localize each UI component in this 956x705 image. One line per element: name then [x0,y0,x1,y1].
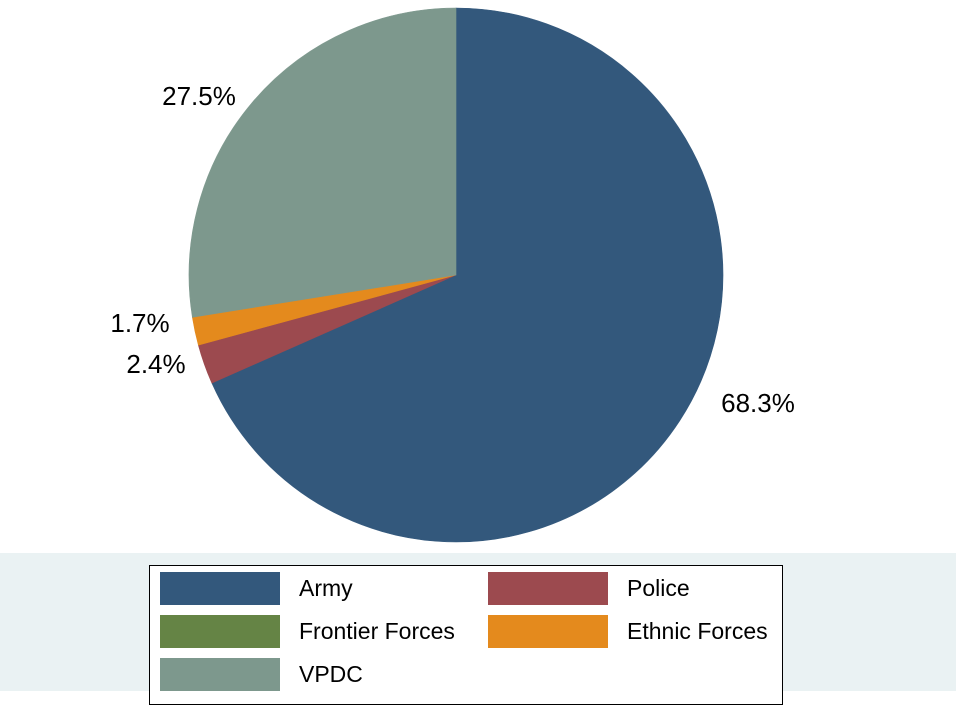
pie-label-vpdc: 27.5% [162,81,236,111]
legend-label-army: Army [299,575,353,601]
legend-item-vpdc: VPDC [160,658,363,691]
legend-swatch-army [160,572,280,605]
pie-slice-army [211,7,724,543]
pie-label-police: 2.4% [126,349,185,379]
legend: Army Police Frontier Forces Ethnic Force… [149,565,783,705]
legend-item-ethnic-forces: Ethnic Forces [488,615,768,648]
legend-label-ethnic-forces: Ethnic Forces [627,618,768,644]
pie-slice-labels: 68.3% 2.4% 1.7% 27.5% [110,81,795,418]
legend-item-police: Police [488,572,690,605]
pie-chart-svg: 68.3% 2.4% 1.7% 27.5% [110,7,795,543]
legend-label-police: Police [627,575,690,601]
legend-swatch-ethnic-forces [488,615,608,648]
legend-swatch-police [488,572,608,605]
legend-swatch-vpdc [160,658,280,691]
legend-swatch-frontier-forces [160,615,280,648]
pie-slices [188,7,724,543]
legend-label-frontier-forces: Frontier Forces [299,618,455,644]
legend-item-army: Army [160,572,353,605]
pie-label-ethnic-forces: 1.7% [110,308,169,338]
legend-label-vpdc: VPDC [299,661,363,687]
pie-chart: 68.3% 2.4% 1.7% 27.5% [110,7,795,543]
pie-label-army: 68.3% [721,388,795,418]
legend-item-frontier-forces: Frontier Forces [160,615,455,648]
pie-slice-vpdc [188,7,457,318]
